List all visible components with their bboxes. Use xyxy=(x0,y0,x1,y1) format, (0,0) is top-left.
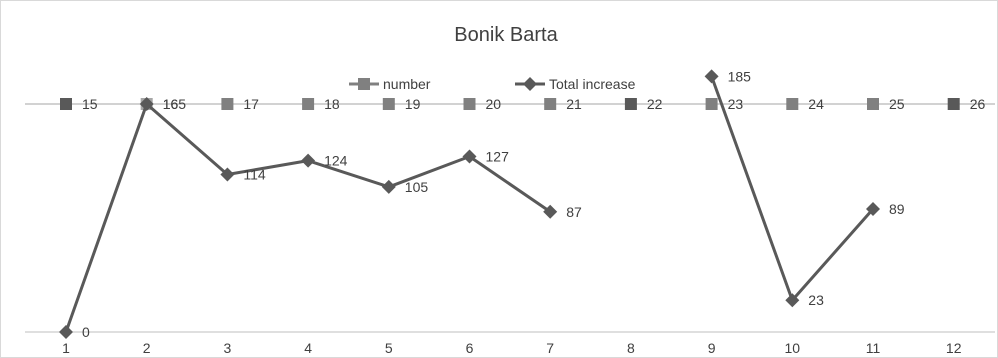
number-data-label: 22 xyxy=(647,96,663,112)
number-point xyxy=(786,98,799,110)
total-increase-data-label: 114 xyxy=(243,166,266,182)
series-number: 15 16 17 18 19 20 21 22 23 24 25 26 xyxy=(25,96,995,112)
total-increase-data-label: 127 xyxy=(486,149,510,165)
number-data-label: 26 xyxy=(970,96,986,112)
x-tick-label: 2 xyxy=(143,340,151,356)
number-data-label: 15 xyxy=(82,96,98,112)
total-increase-data-label: 89 xyxy=(889,201,905,217)
x-tick-label: 7 xyxy=(546,340,554,356)
total-increase-point xyxy=(543,204,558,219)
x-tick-label: 3 xyxy=(224,340,232,356)
total-increase-point xyxy=(301,153,316,168)
x-tick-label: 9 xyxy=(708,340,716,356)
x-tick-label: 8 xyxy=(627,340,635,356)
legend-total-increase-label: Total increase xyxy=(549,76,636,92)
total-increase-point xyxy=(785,293,800,308)
x-tick-label: 12 xyxy=(946,340,962,356)
x-tick-label: 10 xyxy=(785,340,801,356)
number-data-label: 18 xyxy=(324,96,340,112)
number-data-label: 25 xyxy=(889,96,905,112)
x-tick-label: 6 xyxy=(466,340,474,356)
x-tick-labels: 1 2 3 4 5 6 7 8 9 10 11 12 xyxy=(62,340,962,356)
number-data-label: 17 xyxy=(243,96,259,112)
legend-total-increase-marker xyxy=(523,77,537,91)
number-point xyxy=(947,98,960,110)
number-point xyxy=(302,98,315,110)
number-point xyxy=(221,98,234,110)
total-increase-line xyxy=(64,102,552,333)
series-total-increase: 0 165 114 124 105 127 87 185 23 89 xyxy=(59,68,905,340)
x-tick-label: 5 xyxy=(385,340,393,356)
total-increase-data-label: 185 xyxy=(728,68,752,84)
total-increase-data-label: 0 xyxy=(82,324,90,340)
number-point xyxy=(60,98,72,110)
x-tick-label: 11 xyxy=(866,340,881,356)
number-data-label: 21 xyxy=(566,96,582,112)
number-data-label: 20 xyxy=(486,96,502,112)
total-increase-point xyxy=(866,202,880,217)
number-point xyxy=(705,98,718,110)
total-increase-point xyxy=(381,179,396,194)
number-data-label: 16 xyxy=(163,96,179,112)
total-increase-data-label: 87 xyxy=(566,204,582,220)
number-data-label: 23 xyxy=(728,96,744,112)
legend: number Total increase xyxy=(349,76,636,92)
total-increase-point xyxy=(462,149,477,164)
legend-number-label: number xyxy=(383,76,431,92)
number-data-label: 24 xyxy=(808,96,824,112)
x-tick-label: 1 xyxy=(62,340,70,356)
x-tick-label: 4 xyxy=(304,340,312,356)
number-point xyxy=(544,98,557,110)
number-point xyxy=(867,98,879,110)
total-increase-point xyxy=(139,97,154,111)
number-data-label: 19 xyxy=(405,96,421,112)
total-increase-point xyxy=(704,69,719,84)
number-point xyxy=(463,98,476,110)
legend-number-marker xyxy=(358,78,370,90)
number-point xyxy=(382,98,395,110)
total-increase-data-label: 105 xyxy=(405,179,429,195)
total-increase-data-label: 23 xyxy=(808,292,824,308)
total-increase-point xyxy=(220,167,235,182)
chart-title: Bonik Barta xyxy=(454,24,558,46)
total-increase-data-label: 165 xyxy=(163,96,187,112)
total-increase-point xyxy=(59,325,73,339)
number-point xyxy=(624,98,637,110)
total-increase-data-label: 124 xyxy=(324,153,348,169)
